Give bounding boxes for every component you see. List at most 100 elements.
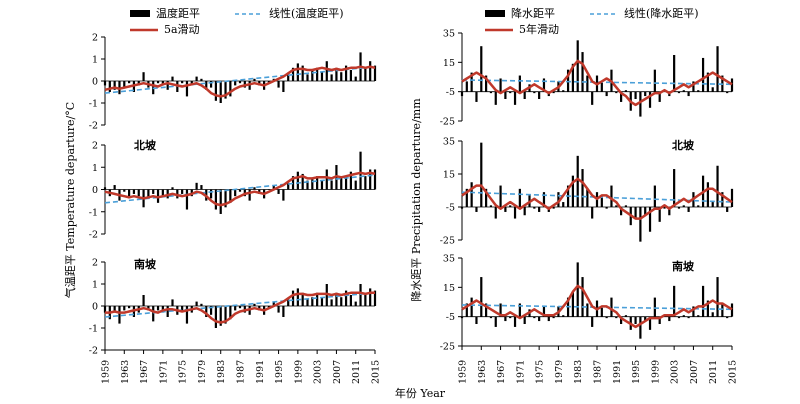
bar [682,315,685,317]
bar [542,192,546,207]
bar [219,81,222,103]
bar [480,142,483,207]
y-tick-label: -1 [89,324,98,335]
bar [701,285,705,317]
bar [697,90,700,92]
bar [200,78,203,81]
x-tick-label: 1983 [216,360,227,384]
bar [128,189,131,199]
bar [344,65,348,81]
bar [576,262,579,317]
bar [373,290,377,306]
bar [581,52,584,92]
bar [369,288,372,306]
bar [600,306,603,317]
bar [224,81,227,99]
x-tick-label: 1967 [496,360,507,384]
bar [533,91,536,94]
bar [653,185,656,207]
x-tick-label: 1987 [236,360,247,384]
y-tick-label: -25 [440,236,455,247]
bar [277,189,280,194]
legend: 温度距平 线性(温度距平) 5a滑动 [130,6,344,36]
bar [653,297,656,317]
bar [282,189,285,201]
bar [113,81,116,90]
bar [209,81,213,88]
smooth-line [461,59,733,107]
bar [576,155,579,207]
bar [277,306,280,313]
y-tick-label: -5 [446,87,455,98]
bar [562,315,565,317]
y-tick-label: -25 [440,117,455,128]
legend-smooth-label: 5a滑动 [164,23,200,36]
bar [687,207,690,212]
bar [475,207,478,212]
bar [320,72,324,81]
smooth-line [105,291,375,324]
bar [142,72,145,81]
bar [238,306,242,309]
bar [726,91,729,94]
bar [234,306,237,311]
bar [123,306,126,311]
y-tick-label: 0 [92,77,98,88]
bar [219,306,222,326]
bar [330,74,333,81]
bar [147,189,150,199]
bar [118,306,121,324]
bar [465,81,468,92]
bar [325,61,328,81]
bar [364,67,367,81]
bar [682,205,685,207]
bar [311,178,314,190]
bar [542,306,546,317]
x-tick-label: 2007 [332,360,343,384]
bar [344,176,348,190]
bar [706,300,709,317]
bar [214,306,217,328]
bar [562,90,565,92]
bar [624,205,628,207]
y-axis-title: 气温距平 Temperature departure/°C [63,102,77,298]
bar [648,207,652,232]
bar [591,91,594,105]
bar [513,91,517,105]
bar [349,70,352,81]
bar [152,306,155,322]
bar [663,207,666,209]
bar [648,316,652,330]
bar [219,189,222,214]
panel-3: -25 -5 15 35 南坡 [440,254,734,353]
panel-label: 南坡 [672,259,695,273]
y-tick-label: 15 [443,58,455,69]
bar [600,195,603,207]
bar [513,207,517,219]
x-tick-label: 1987 [593,360,604,384]
bar [648,91,652,108]
x-tick-label: 1971 [515,360,526,384]
bar [489,91,493,94]
legend-bar-label: 降水距平 [511,6,555,20]
panel-1: -2 -1 0 1 2 [89,33,377,132]
bar [639,207,642,242]
panel-1: -25 -5 15 35 [440,29,734,128]
bar [291,176,295,190]
bar [142,295,145,306]
bar [296,63,299,81]
bar [311,70,314,81]
bar [620,316,623,324]
bar [538,91,541,99]
bar [581,277,584,317]
bar [504,207,507,212]
panel-label: 北坡 [134,138,157,152]
legend-bar-label: 温度距平 [156,6,200,20]
bar [605,91,608,97]
bar [610,185,613,207]
bar [653,69,656,92]
bar [369,61,372,81]
bar [103,306,107,313]
bar [697,205,700,207]
